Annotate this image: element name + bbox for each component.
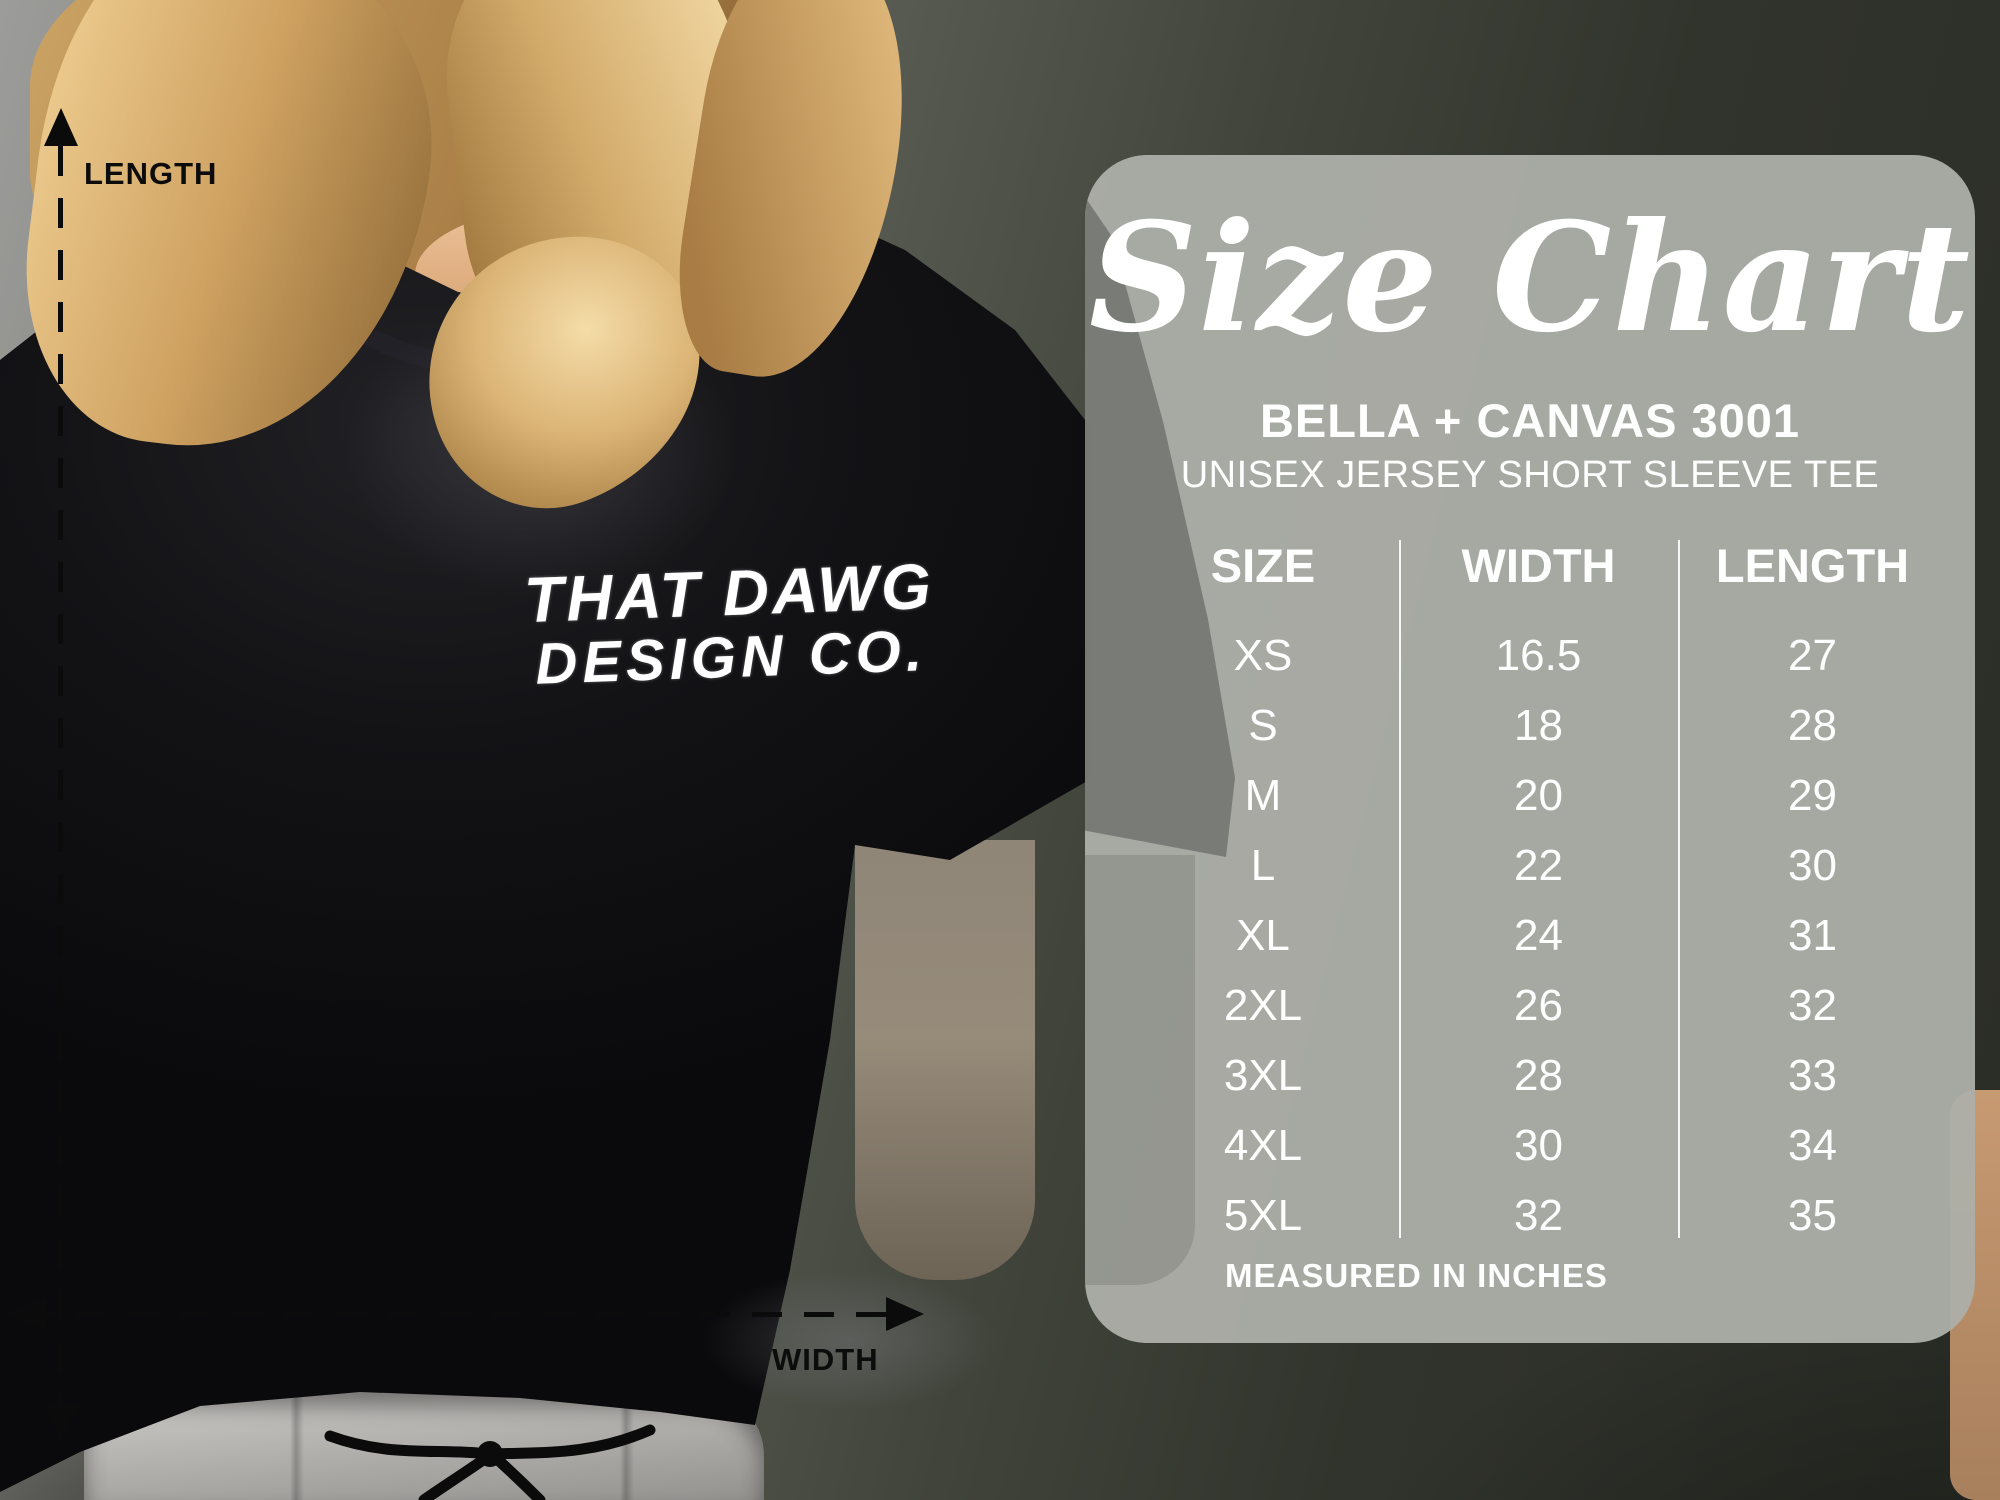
drawstring-icon <box>324 1424 656 1500</box>
size-cell: 4XL <box>1223 1121 1303 1170</box>
width-arrow-right-icon <box>886 1297 924 1331</box>
table-row: L 22 30 <box>1085 831 1975 901</box>
length-cell: 31 <box>1788 911 1837 960</box>
table-row: 2XL 26 32 <box>1085 971 1975 1041</box>
size-cell: 2XL <box>1223 981 1303 1030</box>
column-divider-1 <box>1399 540 1401 1238</box>
length-arrow-up-icon <box>44 108 78 146</box>
length-cell: 27 <box>1788 631 1837 680</box>
fabric-highlight-hem <box>640 1240 1060 1440</box>
size-chart-title: Size Chart <box>1088 190 1972 366</box>
width-cell: 32 <box>1514 1191 1563 1240</box>
table-row: 4XL 30 34 <box>1085 1111 1975 1181</box>
table-row: XS 16.5 27 <box>1085 621 1975 691</box>
arm-seen-through-panel <box>1085 855 1195 1285</box>
size-cell: M <box>1244 771 1282 820</box>
size-cell: 5XL <box>1223 1191 1303 1240</box>
width-cell: 28 <box>1514 1051 1563 1100</box>
width-cell: 24 <box>1514 911 1563 960</box>
table-row: S 18 28 <box>1085 691 1975 761</box>
size-cell: S <box>1248 701 1278 750</box>
size-table: SIZE WIDTH LENGTH XS 16.5 27 S 18 28 M 2… <box>1085 533 1975 1251</box>
width-measure-line <box>24 1312 886 1317</box>
model-arm-skin <box>855 840 1035 1280</box>
length-cell: 29 <box>1788 771 1837 820</box>
column-header-size: SIZE <box>1210 538 1316 592</box>
brand-name: BELLA + CANVAS 3001 <box>1259 394 1801 447</box>
table-body: XS 16.5 27 S 18 28 M 20 29 L 22 30 <box>1085 621 1975 1251</box>
size-cell: XS <box>1233 631 1293 680</box>
product-name: UNISEX JERSEY SHORT SLEEVE TEE <box>1180 454 1880 496</box>
shirt-logo: THAT DAWG DESIGN CO. <box>448 550 1012 699</box>
column-header-width: WIDTH <box>1461 538 1616 592</box>
units-footnote: MEASURED IN INCHES <box>1225 1257 1608 1294</box>
width-label: WIDTH <box>772 1342 879 1377</box>
table-row: 5XL 32 35 <box>1085 1181 1975 1251</box>
length-cell: 30 <box>1788 841 1837 890</box>
table-row: M 20 29 <box>1085 761 1975 831</box>
length-cell: 28 <box>1788 701 1837 750</box>
width-cell: 30 <box>1514 1121 1563 1170</box>
table-row: 3XL 28 33 <box>1085 1041 1975 1111</box>
width-cell: 18 <box>1514 701 1563 750</box>
size-cell: XL <box>1236 911 1290 960</box>
size-chart-panel: Size Chart BELLA + CANVAS 3001 UNISEX JE… <box>1085 155 1975 1343</box>
width-cell: 22 <box>1514 841 1563 890</box>
column-header-length: LENGTH <box>1715 538 1910 592</box>
length-cell: 34 <box>1788 1121 1837 1170</box>
size-cell: 3XL <box>1223 1051 1303 1100</box>
length-cell: 35 <box>1788 1191 1837 1240</box>
length-arrow-down-icon <box>44 1404 78 1442</box>
width-cell: 16.5 <box>1495 631 1582 680</box>
length-label: LENGTH <box>84 156 218 191</box>
size-cell: L <box>1250 841 1276 890</box>
length-cell: 32 <box>1788 981 1837 1030</box>
width-cell: 26 <box>1514 981 1563 1030</box>
column-divider-2 <box>1678 540 1680 1238</box>
table-header-row: SIZE WIDTH LENGTH <box>1085 533 1975 597</box>
length-cell: 33 <box>1788 1051 1837 1100</box>
table-row: XL 24 31 <box>1085 901 1975 971</box>
width-arrow-left-icon <box>8 1297 46 1331</box>
length-measure-line <box>58 146 63 1404</box>
width-cell: 20 <box>1514 771 1563 820</box>
